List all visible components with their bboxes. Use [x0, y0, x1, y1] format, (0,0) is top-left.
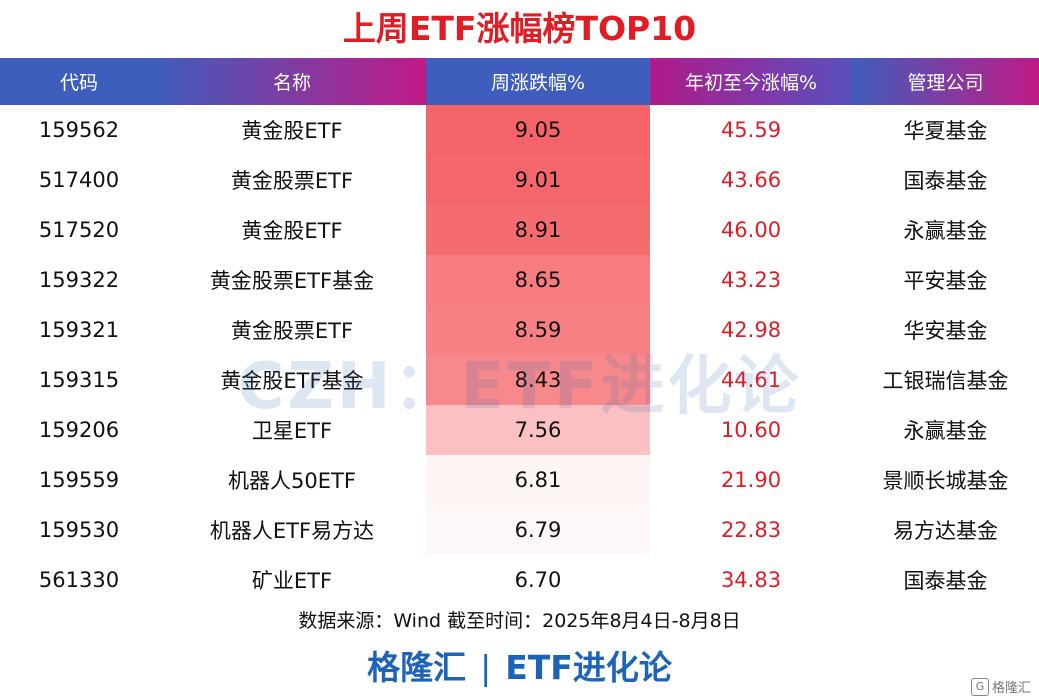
- cell-company: 平安基金: [903, 269, 988, 293]
- brand-footer: 格隆汇 | ETF进化论: [0, 644, 1039, 692]
- cell-code: 561330: [38, 568, 120, 592]
- cell-weekly-change: 9.05: [426, 105, 650, 155]
- cell-company: 永赢基金: [903, 219, 988, 243]
- cell-code: 159322: [38, 268, 120, 292]
- table-title: 上周ETF涨幅榜TOP10: [342, 9, 697, 48]
- cell-name: 黄金股票ETF: [230, 169, 354, 193]
- cell-ytd-change: 42.98: [720, 318, 782, 342]
- corner-watermark-text: 格隆汇: [991, 681, 1031, 696]
- cell-name: 黄金股票ETF基金: [209, 269, 375, 293]
- cell-code: 159559: [38, 468, 120, 492]
- cell-company: 国泰基金: [903, 569, 988, 593]
- cell-weekly-change: 8.91: [426, 205, 650, 255]
- brand-column-name: ETF进化论: [505, 648, 672, 687]
- cell-ytd-change: 22.83: [720, 518, 782, 542]
- cell-company: 景顺长城基金: [882, 469, 1009, 493]
- cell-name: 矿业ETF: [251, 569, 333, 593]
- table-header: 代码 名称 周涨跌幅% 年初至今涨幅% 管理公司: [0, 58, 1039, 105]
- table-row: 159562 黄金股ETF 9.05 45.59 华夏基金: [0, 105, 1039, 155]
- cell-name: 黄金股票ETF: [230, 319, 354, 343]
- cell-code: 159562: [38, 118, 120, 142]
- header-name: 名称: [158, 58, 426, 105]
- cell-ytd-change: 43.66: [720, 168, 782, 192]
- cell-weekly-change: 8.65: [426, 255, 650, 305]
- cell-name: 黄金股ETF基金: [220, 369, 364, 393]
- cell-weekly-change: 9.01: [426, 155, 650, 205]
- table-row: 159315 黄金股ETF基金 8.43 44.61 工银瑞信基金: [0, 355, 1039, 405]
- cell-ytd-change: 10.60: [720, 418, 782, 442]
- header-code: 代码: [0, 58, 158, 105]
- header-weekly-change: 周涨跌幅%: [426, 58, 650, 105]
- table-row: 159322 黄金股票ETF基金 8.65 43.23 平安基金: [0, 255, 1039, 305]
- cell-code: 159315: [38, 368, 120, 392]
- table-row: 159530 机器人ETF易方达 6.79 22.83 易方达基金: [0, 505, 1039, 555]
- header-ytd-change: 年初至今涨幅%: [650, 58, 852, 105]
- cell-company: 华安基金: [903, 319, 988, 343]
- table-row: 159559 机器人50ETF 6.81 21.90 景顺长城基金: [0, 455, 1039, 505]
- cell-code: 517520: [38, 218, 120, 242]
- cell-code: 159321: [38, 318, 120, 342]
- etf-ranking-table: 代码 名称 周涨跌幅% 年初至今涨幅% 管理公司 159562 黄金股ETF 9.05 45.…: [0, 58, 1039, 605]
- cell-name: 黄金股ETF: [241, 119, 343, 143]
- cell-weekly-change: 7.56: [426, 405, 650, 455]
- brand-name: 格隆汇: [367, 648, 467, 687]
- table-row: 159206 卫星ETF 7.56 10.60 永赢基金: [0, 405, 1039, 455]
- cell-company: 工银瑞信基金: [882, 369, 1009, 393]
- cell-name: 黄金股ETF: [241, 219, 343, 243]
- cell-name: 机器人50ETF: [228, 469, 356, 493]
- table-row: 517520 黄金股ETF 8.91 46.00 永赢基金: [0, 205, 1039, 255]
- table-body: 159562 黄金股ETF 9.05 45.59 华夏基金 517400 黄金股票ETF 9.…: [0, 105, 1039, 605]
- cell-weekly-change: 6.81: [426, 455, 650, 505]
- cell-ytd-change: 45.59: [720, 118, 782, 142]
- cell-ytd-change: 21.90: [720, 468, 782, 492]
- table-row: 159321 黄金股票ETF 8.59 42.98 华安基金: [0, 305, 1039, 355]
- cell-weekly-change: 6.79: [426, 505, 650, 555]
- cell-name: 卫星ETF: [251, 419, 333, 443]
- cell-code: 159530: [38, 518, 120, 542]
- cell-company: 国泰基金: [903, 169, 988, 193]
- cell-code: 517400: [38, 168, 120, 192]
- cell-ytd-change: 43.23: [720, 268, 782, 292]
- cell-ytd-change: 34.83: [720, 568, 782, 592]
- cell-weekly-change: 8.59: [426, 305, 650, 355]
- gelonghui-logo-icon: G: [970, 677, 989, 696]
- cell-company: 华夏基金: [903, 119, 988, 143]
- cell-code: 159206: [38, 418, 120, 442]
- cell-company: 永赢基金: [903, 419, 988, 443]
- brand-separator: |: [480, 648, 492, 687]
- table-row: 561330 矿业ETF 6.70 34.83 国泰基金: [0, 555, 1039, 605]
- cell-name: 机器人ETF易方达: [209, 519, 375, 543]
- cell-weekly-change: 8.43: [426, 355, 650, 405]
- corner-watermark: G 格隆汇: [970, 677, 1031, 696]
- header-company: 管理公司: [852, 58, 1039, 105]
- table-row: 517400 黄金股票ETF 9.01 43.66 国泰基金: [0, 155, 1039, 205]
- cell-ytd-change: 46.00: [720, 218, 782, 242]
- cell-weekly-change: 6.70: [426, 555, 650, 605]
- data-source-note: 数据来源：Wind 截至时间：2025年8月4日-8月8日: [298, 610, 741, 632]
- cell-ytd-change: 44.61: [720, 368, 782, 392]
- cell-company: 易方达基金: [893, 519, 998, 543]
